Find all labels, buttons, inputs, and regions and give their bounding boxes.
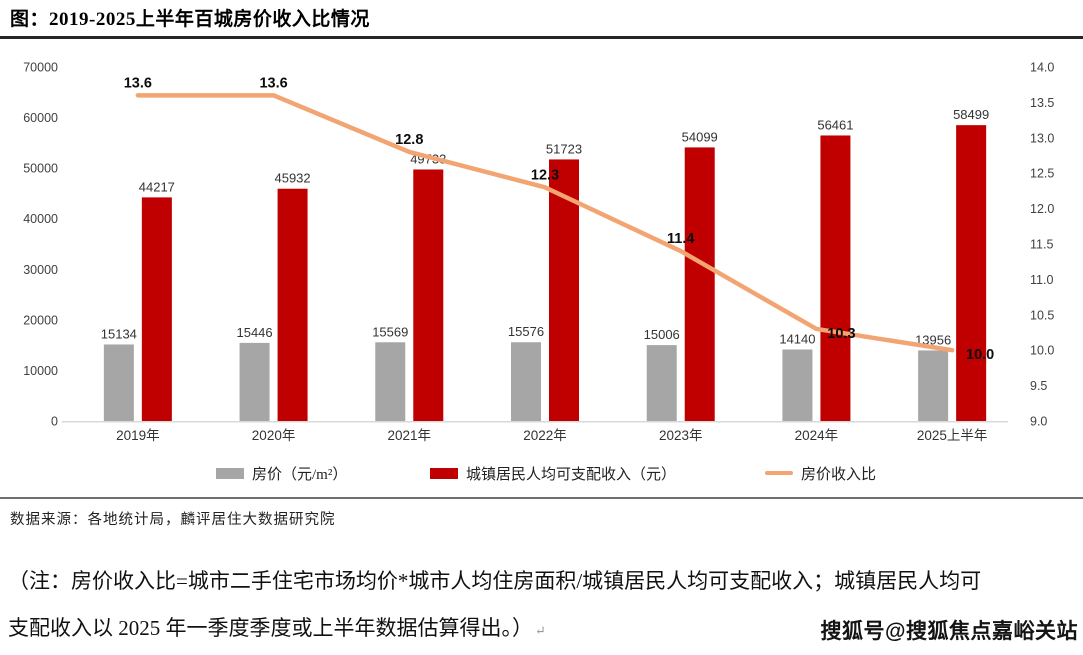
red-bar: [413, 169, 444, 421]
x-category-label: 2025上半年: [917, 428, 988, 443]
right-axis-tick: 10.5: [1030, 308, 1054, 322]
ratio-line-label: 10.3: [827, 326, 855, 342]
gray-bar-value-label: 14140: [779, 331, 815, 346]
red-bar-value-label: 56461: [817, 117, 853, 132]
left-axis-tick: 50000: [23, 162, 58, 176]
red-bar-value-label: 58499: [953, 107, 989, 122]
left-axis-tick: 10000: [23, 364, 58, 378]
section-divider: [0, 497, 1083, 499]
x-category-label: 2024年: [795, 428, 839, 443]
gray-bar-swatch-icon: [216, 467, 244, 479]
red-bar: [820, 135, 851, 421]
legend-item-ratio: 房价收入比: [765, 462, 876, 484]
x-category-label: 2019年: [116, 428, 160, 443]
ratio-line-label: 12.3: [531, 167, 559, 183]
footnote-line1: （注：房价收入比=城市二手住宅市场均价*城市人均住房面积/城镇居民人均可支配收入…: [8, 569, 982, 593]
right-axis-tick: 9.0: [1030, 415, 1047, 429]
red-bar-swatch-icon: [430, 467, 458, 479]
x-category-label: 2020年: [252, 428, 296, 443]
red-bar-value-label: 44217: [139, 179, 175, 194]
ratio-line-label: 10.0: [966, 347, 994, 363]
legend-label-income: 城镇居民人均可支配收入（元）: [466, 466, 677, 483]
gray-bar-value-label: 15446: [236, 325, 272, 340]
red-bar: [684, 147, 715, 421]
x-category-label: 2023年: [659, 428, 703, 443]
data-source-text: 数据来源：各地统计局，麟评居住大数据研究院: [10, 512, 336, 528]
gray-bar-value-label: 15569: [372, 324, 408, 339]
legend-label-house-price: 房价（元/m²）: [252, 466, 348, 483]
red-bar-value-label: 54099: [682, 129, 718, 144]
gray-bar: [646, 345, 677, 421]
left-axis-tick: 60000: [23, 111, 58, 125]
gray-bar: [782, 349, 813, 421]
right-axis-tick: 12.5: [1030, 167, 1054, 181]
x-category-label: 2021年: [388, 428, 432, 443]
legend-item-income: 城镇居民人均可支配收入（元）: [430, 462, 676, 484]
combo-chart: 0 10000 20000 30000 40000 50000 60000 70000 9.0 9…: [23, 61, 1054, 444]
ratio-line-label: 13.6: [124, 75, 152, 91]
gray-bar: [375, 342, 406, 421]
footnote: （注：房价收入比=城市二手住宅市场均价*城市人均住房面积/城镇居民人均可支配收入…: [8, 558, 1078, 654]
red-bar-value-label: 45932: [274, 171, 310, 186]
right-axis-tick: 13.5: [1030, 96, 1054, 110]
left-axis-tick: 0: [51, 415, 58, 429]
ratio-line-label: 11.4: [667, 231, 694, 247]
gray-bar: [918, 350, 949, 421]
legend-label-ratio: 房价收入比: [801, 466, 877, 483]
left-axis-tick: 20000: [23, 313, 58, 327]
red-bar: [141, 197, 172, 421]
page-title: 图：2019-2025上半年百城房价收入比情况: [10, 9, 370, 30]
red-bar: [277, 188, 308, 421]
right-axis-tick: 10.0: [1030, 344, 1054, 358]
left-axis-tick: 70000: [23, 61, 58, 75]
return-mark-icon: ↵: [535, 623, 546, 638]
left-axis-tick: 30000: [23, 263, 58, 277]
watermark-text: 搜狐号@搜狐焦点嘉峪关站: [820, 620, 1078, 643]
legend-item-house-price: 房价（元/m²）: [216, 462, 347, 484]
right-axis-tick: 14.0: [1030, 61, 1054, 75]
chart-legend: 房价（元/m²） 城镇居民人均可支配收入（元） 房价收入比: [0, 462, 1083, 486]
ratio-line-label: 12.8: [395, 132, 423, 148]
right-axis-tick: 11.5: [1030, 238, 1053, 252]
right-axis-tick: 12.0: [1030, 202, 1054, 216]
gray-bar-value-label: 15006: [644, 327, 680, 342]
left-axis-tick: 40000: [23, 212, 58, 226]
ratio-line: [135, 93, 955, 353]
red-bar-value-label: 51723: [546, 141, 582, 156]
gray-bar-value-label: 15576: [508, 324, 544, 339]
gray-bar: [103, 344, 134, 421]
gray-bar: [239, 342, 270, 421]
orange-line-swatch-icon: [765, 471, 793, 475]
red-bar: [956, 125, 987, 421]
right-axis-tick: 13.0: [1030, 131, 1054, 145]
gray-bar-value-label: 15134: [101, 326, 137, 341]
ratio-line-label: 13.6: [259, 75, 287, 91]
x-category-label: 2022年: [523, 428, 567, 443]
title-divider: [0, 36, 1083, 39]
footnote-line2: 支配收入以 2025 年一季度季度或上半年数据估算得出。）: [8, 616, 533, 640]
right-axis-tick: 9.5: [1030, 379, 1047, 393]
right-axis-tick: 11.0: [1030, 273, 1053, 287]
gray-bar: [511, 342, 541, 421]
